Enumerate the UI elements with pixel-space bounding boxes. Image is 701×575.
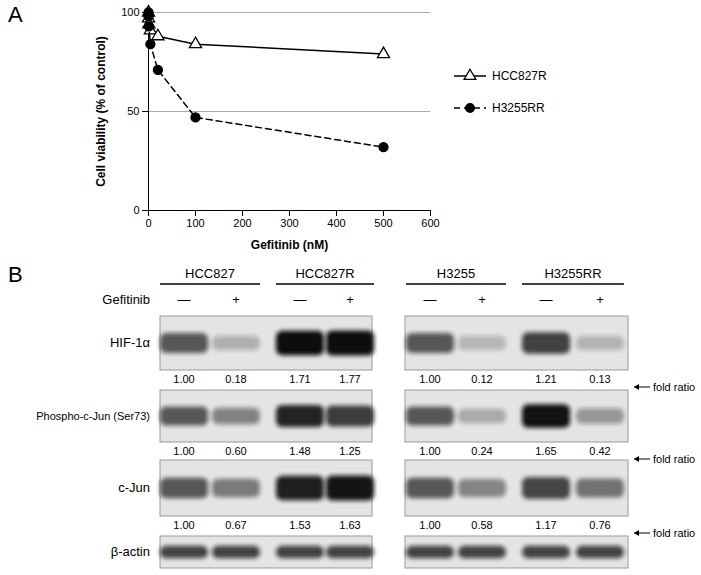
svg-text:1.77: 1.77 — [339, 373, 360, 385]
svg-text:fold ratio: fold ratio — [653, 453, 695, 465]
svg-text:0.42: 0.42 — [589, 445, 610, 457]
svg-text:—: — — [294, 292, 307, 307]
svg-text:1.00: 1.00 — [173, 445, 194, 457]
svg-text:1.25: 1.25 — [339, 445, 360, 457]
svg-text:fold ratio: fold ratio — [653, 527, 695, 539]
svg-text:0.13: 0.13 — [589, 373, 610, 385]
svg-text:—: — — [424, 292, 437, 307]
svg-text:0.18: 0.18 — [225, 373, 246, 385]
svg-text:1.65: 1.65 — [535, 445, 556, 457]
svg-text:β-actin: β-actin — [111, 544, 150, 559]
svg-text:HIF-1α: HIF-1α — [110, 335, 151, 350]
svg-text:Gefitinib: Gefitinib — [102, 292, 150, 307]
svg-text:1.21: 1.21 — [535, 373, 556, 385]
svg-text:1.00: 1.00 — [419, 373, 440, 385]
html-text:A: A — [8, 2, 23, 27]
svg-text:0: 0 — [145, 217, 151, 229]
svg-text:HCC827R: HCC827R — [295, 266, 354, 281]
svg-text:200: 200 — [233, 217, 251, 229]
svg-text:+: + — [596, 292, 604, 307]
svg-text:1.00: 1.00 — [419, 519, 440, 531]
svg-text:Cell viability (% of control): Cell viability (% of control) — [94, 36, 108, 187]
svg-text:—: — — [540, 292, 553, 307]
svg-text:0.67: 0.67 — [225, 519, 246, 531]
svg-text:1.71: 1.71 — [289, 373, 310, 385]
svg-text:H3255: H3255 — [437, 266, 475, 281]
svg-text:HCC827R: HCC827R — [492, 69, 547, 83]
svg-text:Phospho-c-Jun (Ser73): Phospho-c-Jun (Ser73) — [36, 410, 150, 422]
svg-text:1.63: 1.63 — [339, 519, 360, 531]
html-text:B: B — [8, 262, 23, 287]
svg-text:0.58: 0.58 — [471, 519, 492, 531]
svg-text:100: 100 — [186, 217, 204, 229]
svg-text:300: 300 — [280, 217, 298, 229]
svg-text:500: 500 — [374, 217, 392, 229]
svg-text:1.00: 1.00 — [173, 519, 194, 531]
svg-text:0: 0 — [133, 204, 139, 216]
svg-text:0.76: 0.76 — [589, 519, 610, 531]
svg-text:0.12: 0.12 — [471, 373, 492, 385]
svg-text:—: — — [178, 292, 191, 307]
svg-text:fold ratio: fold ratio — [653, 381, 695, 393]
svg-text:1.00: 1.00 — [419, 445, 440, 457]
svg-text:400: 400 — [327, 217, 345, 229]
svg-text:+: + — [232, 292, 240, 307]
svg-text:Gefitinib (nM): Gefitinib (nM) — [251, 238, 328, 252]
svg-text:1.00: 1.00 — [173, 373, 194, 385]
svg-text:c-Jun: c-Jun — [118, 480, 150, 495]
svg-text:100: 100 — [121, 6, 139, 18]
svg-text:600: 600 — [421, 217, 439, 229]
svg-text:1.53: 1.53 — [289, 519, 310, 531]
svg-text:HCC827: HCC827 — [185, 266, 235, 281]
svg-text:H3255RR: H3255RR — [544, 266, 601, 281]
svg-text:+: + — [478, 292, 486, 307]
svg-text:1.48: 1.48 — [289, 445, 310, 457]
svg-text:0.24: 0.24 — [471, 445, 492, 457]
svg-text:1.17: 1.17 — [535, 519, 556, 531]
svg-text:0.60: 0.60 — [225, 445, 246, 457]
svg-text:+: + — [346, 292, 354, 307]
svg-text:50: 50 — [127, 105, 139, 117]
svg-text:H3255RR: H3255RR — [492, 101, 545, 115]
